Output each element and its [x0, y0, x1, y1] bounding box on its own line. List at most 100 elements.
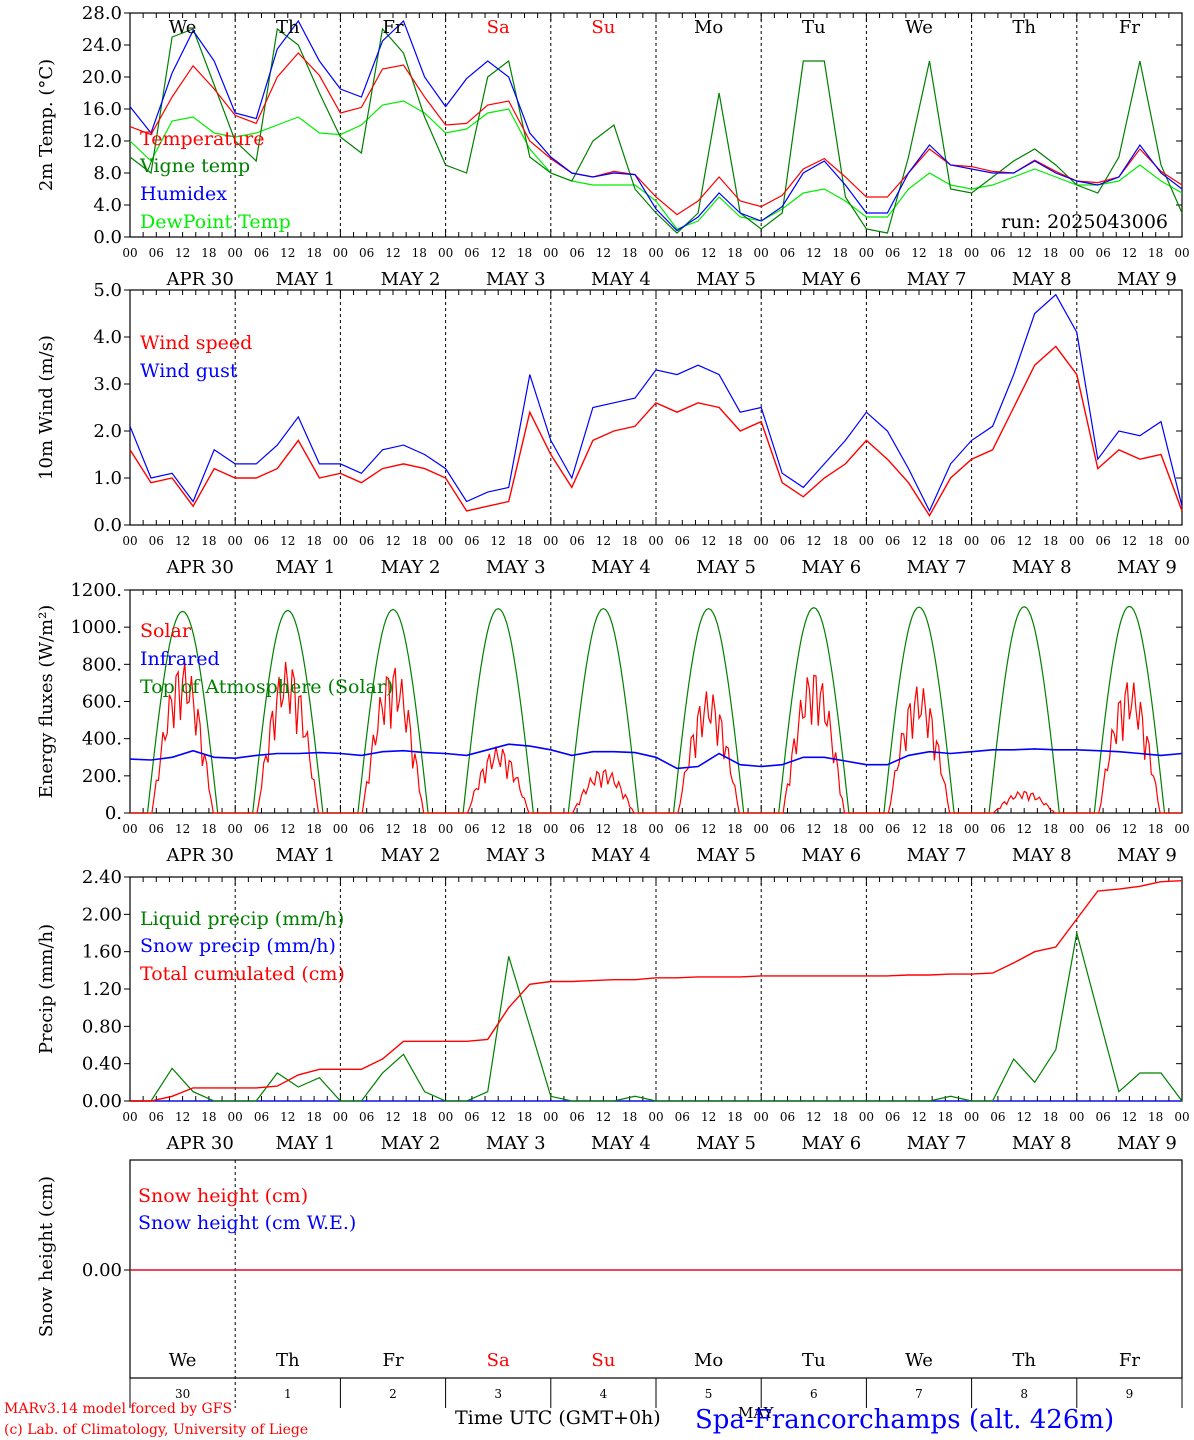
- day-name: Sa: [487, 1350, 510, 1371]
- y-tick-label: 0.0: [93, 515, 122, 536]
- date-label: MAY 6: [801, 845, 861, 866]
- hour-label: 00: [333, 1110, 348, 1124]
- y-tick-label: 2.00: [82, 904, 122, 925]
- y-tick-label: 0.80: [82, 1016, 122, 1037]
- hour-label: 06: [569, 822, 584, 836]
- hour-label: 12: [1122, 1110, 1137, 1124]
- day-name: We: [905, 1350, 933, 1371]
- y-tick-label: 12.0: [82, 131, 122, 152]
- legend-temperature: Temperature: [140, 128, 264, 150]
- hour-label: 06: [149, 1110, 164, 1124]
- hour-label: 18: [306, 822, 321, 836]
- hour-label: 00: [1174, 534, 1189, 548]
- hour-label: 06: [359, 822, 374, 836]
- day-name: We: [905, 17, 933, 38]
- day-name: Th: [276, 17, 300, 38]
- y-axis-title: 2m Temp. (°C): [36, 59, 57, 191]
- hour-label: 18: [727, 246, 742, 260]
- hour-label: 12: [911, 246, 926, 260]
- hour-label: 00: [964, 822, 979, 836]
- day-name: Th: [276, 1350, 300, 1371]
- y-tick-label: 0.40: [82, 1054, 122, 1075]
- y-tick-label: 0.00: [82, 1091, 122, 1112]
- day-name: We: [169, 17, 197, 38]
- date-label: MAY 1: [275, 557, 335, 578]
- hour-label: 12: [385, 246, 400, 260]
- snow-panel: 0.00 Snow height (cm) Snow height (cm W.E.…: [36, 1159, 1183, 1408]
- hour-label: 12: [1017, 246, 1032, 260]
- hour-label: 12: [491, 1110, 506, 1124]
- date-label: MAY 8: [1012, 269, 1072, 290]
- y-axis-title: Energy fluxes (W/m²): [36, 605, 57, 799]
- footer: MARv3.14 model forced by GFS (c) Lab. of…: [4, 1401, 1114, 1438]
- hour-label: 00: [333, 534, 348, 548]
- day-name: Th: [1012, 17, 1036, 38]
- hour-label: 18: [306, 1110, 321, 1124]
- y-tick-label: 1.0: [93, 468, 122, 489]
- hour-label: 00: [438, 534, 453, 548]
- hour-label: 00: [333, 246, 348, 260]
- date-label: APR 30: [165, 269, 233, 290]
- hour-label: 18: [201, 822, 216, 836]
- hour-label: 06: [359, 534, 374, 548]
- hour-label: 12: [1017, 822, 1032, 836]
- hour-label: 18: [306, 246, 321, 260]
- date-label: MAY 8: [1012, 845, 1072, 866]
- hour-label: 06: [569, 1110, 584, 1124]
- date-label: MAY 9: [1117, 269, 1177, 290]
- day-name: Su: [591, 17, 615, 38]
- series-dewpoint-temp: [129, 100, 1183, 230]
- hour-label: 18: [832, 534, 847, 548]
- hour-label: 00: [543, 246, 558, 260]
- hour-label: 12: [911, 822, 926, 836]
- day-name: Mo: [694, 1350, 723, 1371]
- day-name: We: [169, 1350, 197, 1371]
- date-label: MAY 5: [696, 557, 756, 578]
- hour-label: 00: [228, 246, 243, 260]
- hour-label: 12: [175, 822, 190, 836]
- hour-label: 12: [385, 1110, 400, 1124]
- hour-label: 12: [1122, 534, 1137, 548]
- date-label: APR 30: [165, 557, 233, 578]
- date-label: MAY 9: [1117, 845, 1177, 866]
- y-tick-label: 24.0: [82, 35, 122, 56]
- hour-label: 06: [464, 246, 479, 260]
- date-label: MAY 2: [381, 269, 441, 290]
- hour-label: 18: [832, 246, 847, 260]
- hour-label: 00: [438, 246, 453, 260]
- y-tick-label: 1.60: [82, 942, 122, 963]
- hour-label: 00: [1069, 822, 1084, 836]
- day-number: 9: [1126, 1387, 1134, 1401]
- hour-label: 18: [938, 1110, 953, 1124]
- date-label: MAY 6: [801, 269, 861, 290]
- hour-label: 06: [885, 246, 900, 260]
- date-label: MAY 4: [591, 557, 651, 578]
- hour-label: 18: [938, 534, 953, 548]
- day-number: 4: [600, 1387, 608, 1401]
- date-label: MAY 6: [801, 557, 861, 578]
- hour-label: 06: [254, 1110, 269, 1124]
- hour-label: 12: [1122, 246, 1137, 260]
- legend-wind-gust: Wind gust: [140, 360, 238, 382]
- hour-label: 06: [569, 534, 584, 548]
- hour-label: 00: [964, 246, 979, 260]
- hour-label: 00: [122, 246, 137, 260]
- hour-label: 06: [149, 246, 164, 260]
- hour-label: 12: [806, 822, 821, 836]
- y-tick-label: 1.20: [82, 979, 122, 1000]
- date-label: MAY 1: [275, 1133, 335, 1154]
- legend-solar: Solar: [140, 620, 192, 642]
- hour-label: 18: [1043, 534, 1058, 548]
- day-number: 30: [175, 1387, 190, 1401]
- hour-label: 06: [1095, 534, 1110, 548]
- hour-label: 00: [1174, 246, 1189, 260]
- date-label: MAY 6: [801, 1133, 861, 1154]
- date-label: MAY 8: [1012, 1133, 1072, 1154]
- hour-label: 18: [1148, 246, 1163, 260]
- hour-label: 00: [543, 1110, 558, 1124]
- hour-label: 18: [727, 534, 742, 548]
- series-liquid-precip: [130, 932, 1183, 1102]
- hour-label: 06: [885, 534, 900, 548]
- hour-label: 06: [990, 1110, 1005, 1124]
